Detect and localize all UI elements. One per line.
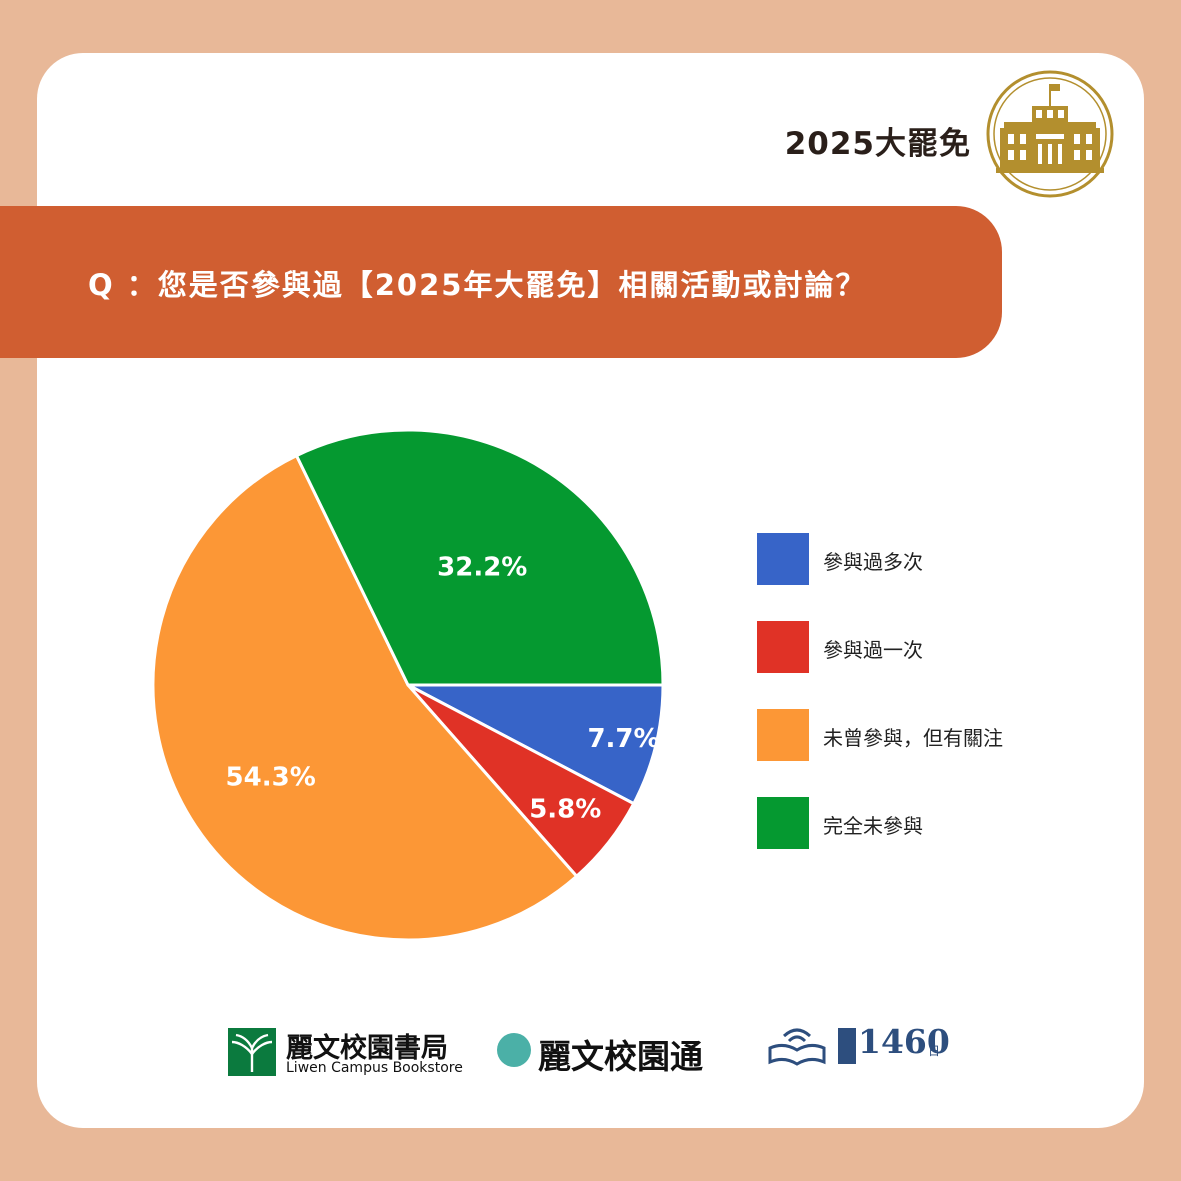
- slice-label: 54.3%: [226, 762, 316, 792]
- parliament-building-icon: [986, 70, 1114, 198]
- days-unit: 日: [928, 1044, 941, 1058]
- slice-label: 7.7%: [587, 724, 659, 754]
- slice-label: 32.2%: [437, 552, 527, 582]
- tong-name: 麗文校園通: [538, 1037, 703, 1076]
- bookstore-en-name: Liwen Campus Bookstore: [286, 1060, 463, 1076]
- book-wifi-icon: [768, 1028, 826, 1066]
- tong-badge-icon: [497, 1033, 531, 1067]
- pie-slice: [294, 428, 665, 687]
- question-text: Q ：您是否參與過【2025年大罷免】相關活動或討論？: [88, 268, 867, 302]
- legend-swatch: [757, 621, 809, 673]
- legend-label: 未曾參與，但有關注: [823, 726, 1003, 750]
- tree-logo-icon: [228, 1028, 276, 1076]
- pie-slice: [151, 453, 579, 942]
- slice-label: 5.8%: [529, 795, 601, 825]
- pie-slice: [407, 683, 665, 806]
- days-number: 1460: [858, 1022, 950, 1061]
- question-banner: [0, 206, 1002, 358]
- brand-title: 2025大罷免: [784, 126, 971, 162]
- legend-label: 參與過一次: [823, 638, 923, 662]
- bookstore-name: 麗文校園書局: [286, 1033, 448, 1064]
- legend-swatch: [757, 797, 809, 849]
- days-mark: [838, 1028, 856, 1064]
- legend-swatch: [757, 533, 809, 585]
- legend-swatch: [757, 709, 809, 761]
- legend-label: 參與過多次: [823, 550, 923, 574]
- legend-label: 完全未參與: [823, 814, 923, 838]
